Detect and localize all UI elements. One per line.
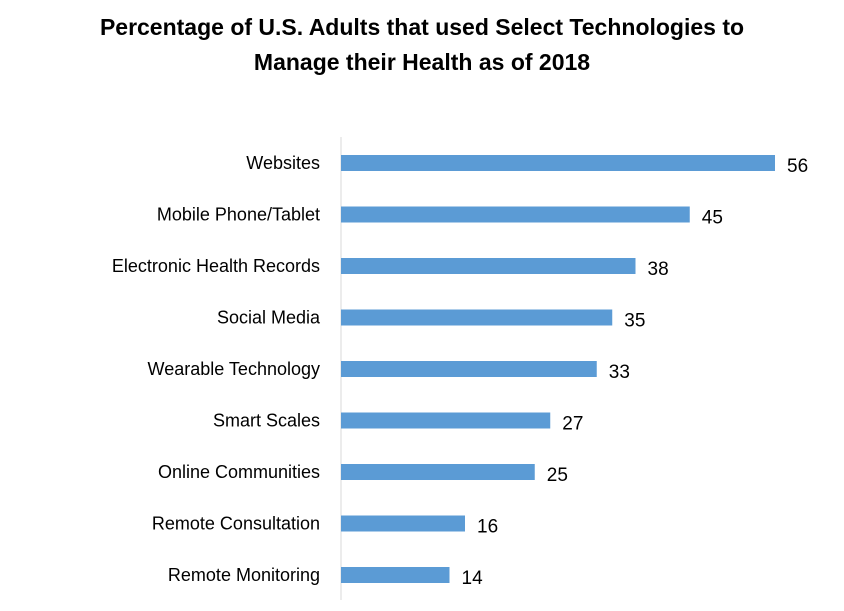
bar	[341, 464, 535, 480]
bar	[341, 567, 450, 583]
plot-area: Websites 56 Mobile Phone/Tablet 45 Electroni…	[112, 137, 808, 600]
chart-title-line-2: Manage their Health as of 2018	[254, 49, 590, 75]
category-label: Electronic Health Records	[112, 256, 320, 276]
category-label: Remote Consultation	[152, 514, 320, 534]
category-label: Websites	[246, 153, 320, 173]
data-label: 16	[477, 517, 498, 538]
bar	[341, 206, 690, 223]
bar	[341, 258, 636, 274]
data-label: 25	[547, 465, 568, 486]
data-label: 35	[624, 311, 645, 332]
chart-title-line-1: Percentage of U.S. Adults that used Sele…	[100, 14, 744, 40]
data-label: 14	[462, 568, 484, 589]
data-label: 38	[648, 259, 669, 280]
category-label: Social Media	[217, 308, 321, 328]
data-label: 56	[787, 156, 808, 177]
bar	[341, 361, 597, 377]
data-label: 33	[609, 362, 630, 383]
category-label: Smart Scales	[213, 411, 320, 431]
category-label: Mobile Phone/Tablet	[157, 205, 320, 225]
bar	[341, 515, 465, 532]
data-label: 27	[562, 414, 583, 435]
data-label: 45	[702, 208, 723, 229]
category-label: Wearable Technology	[148, 359, 320, 379]
bar	[341, 309, 613, 326]
bar	[341, 155, 775, 171]
category-label: Remote Monitoring	[168, 565, 320, 585]
category-label: Online Communities	[158, 462, 320, 482]
bar	[341, 412, 551, 429]
